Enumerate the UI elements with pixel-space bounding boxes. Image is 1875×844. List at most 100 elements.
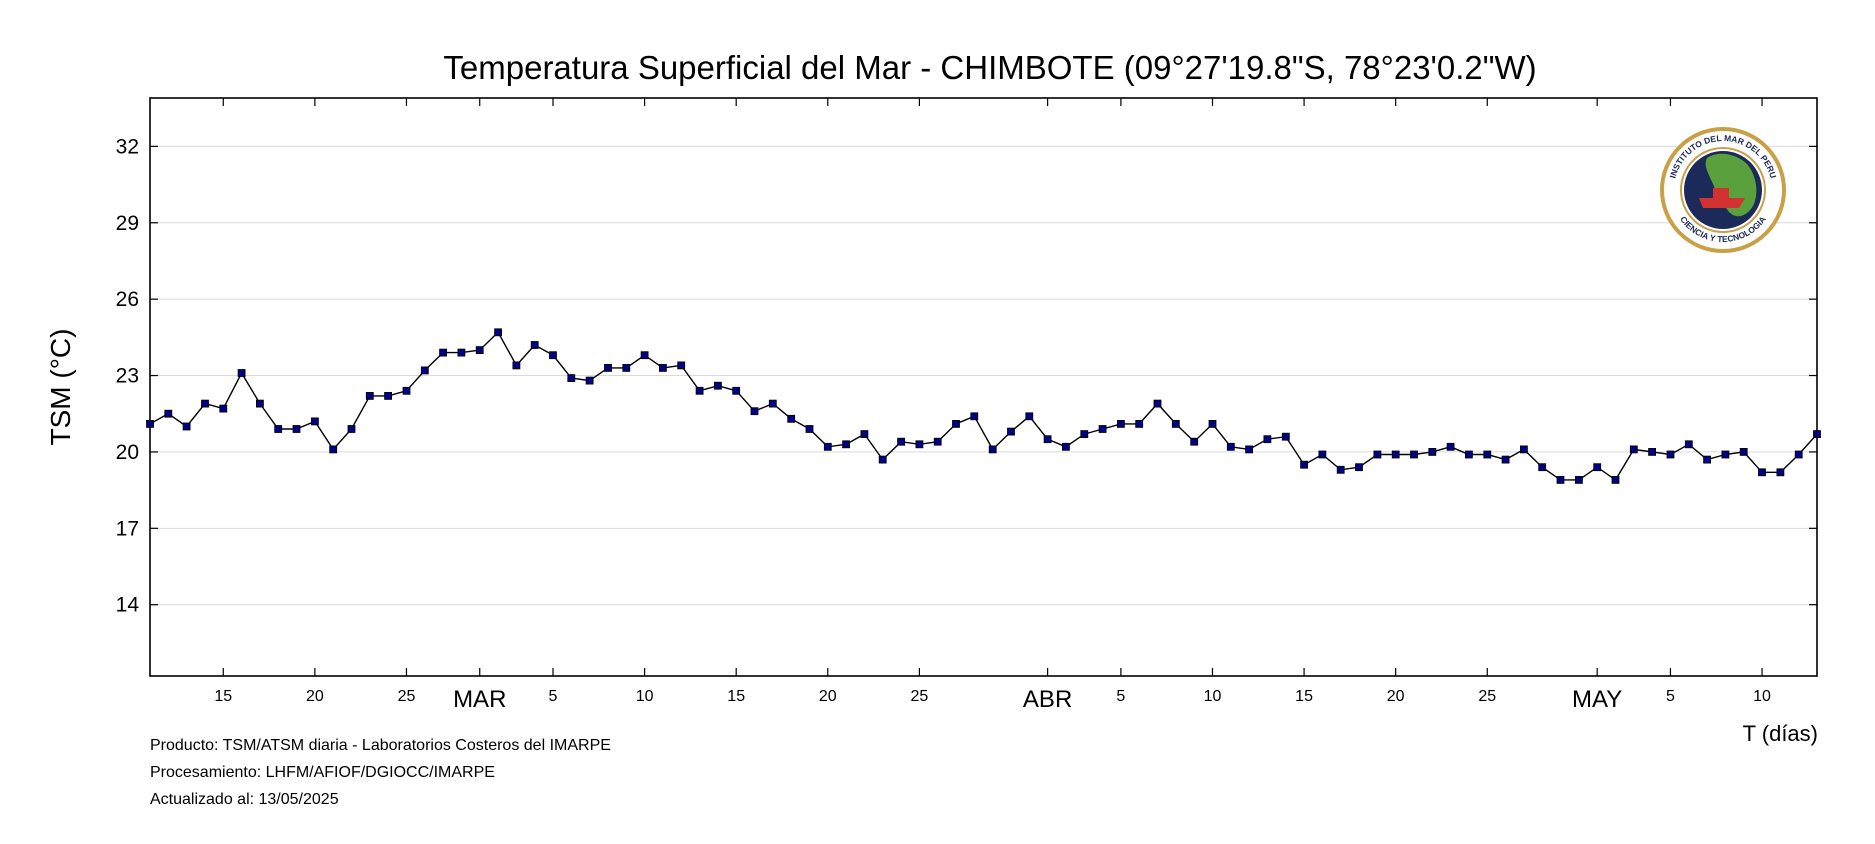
data-point [1263,435,1272,444]
data-point [219,404,228,413]
data-point [1098,425,1107,433]
data-point [1446,442,1455,451]
data-point [1684,440,1693,449]
data-point [988,445,997,454]
data-point [1281,432,1290,441]
data-point [1611,475,1620,484]
data-point [732,386,741,395]
data-point [714,381,722,390]
data-point [1794,450,1803,459]
data-point [970,412,979,421]
x-axis-title: T (días) [1743,721,1818,746]
data-point [439,348,448,357]
plot-frame [149,97,1818,677]
data-point [1208,419,1217,428]
data-point [1318,450,1327,459]
x-tick-label: 20 [819,688,837,705]
data-point [1117,419,1125,428]
data-point [659,363,667,372]
data-point [310,417,319,426]
data-point [420,366,429,375]
data-point [1062,442,1070,451]
data-point [860,430,869,439]
data-point [530,341,539,349]
y-tick-label: 26 [116,288,139,311]
data-point [384,391,393,400]
data-point [457,348,466,357]
x-tick-label: 25 [910,688,928,705]
data-point [292,425,301,433]
x-axis: 15 20 25 MAR 5 10 15 20 25 ABR 5 10 15 20 25 MAY 5 10 [214,98,1771,713]
data-point [952,419,960,428]
data-point [237,369,246,377]
logo-ship [1699,188,1745,208]
footer-processing: Procesamiento: LHFM/AFIOF/DGIOCC/IMARPE [150,764,495,781]
imarpe-logo: INSTITUTO DEL MAR DEL PERU CIENCIA Y TEC… [1660,127,1786,253]
data-point [1171,419,1180,428]
series-polyline [149,331,1818,481]
data-point [347,425,356,433]
data-point [1666,450,1675,459]
data-point [1776,468,1785,477]
y-axis: 14 17 20 23 26 29 32 [116,135,1817,617]
data-point [1226,442,1235,451]
data-point [585,376,594,385]
data-point [1520,445,1528,454]
x-tick-label: 5 [1666,688,1675,705]
data-point [897,437,905,446]
data-point [1391,450,1400,459]
x-tick-label: 20 [306,688,324,705]
data-point [1629,445,1638,454]
data-point [494,328,503,337]
data-point [567,374,576,383]
x-tick-label: 15 [214,688,232,705]
data-point [695,386,704,395]
data-point [1465,450,1473,459]
data-point [604,363,612,372]
data-point [201,399,209,408]
data-point [182,422,191,431]
data-point [1025,412,1034,421]
footer-product: Producto: TSM/ATSM diaria - Laboratorios… [150,737,611,754]
data-point [512,361,521,370]
data-point [1538,463,1547,472]
data-point [402,386,411,395]
y-tick-label: 20 [116,441,139,464]
y-tick-label: 32 [116,135,139,158]
data-point [274,425,283,433]
data-point [164,409,173,418]
data-point [622,363,631,372]
x-tick-label: 10 [1753,688,1771,705]
y-tick-label: 17 [116,517,139,540]
y-tick-label: 23 [116,365,139,388]
x-tick-label: 5 [1116,688,1125,705]
data-point [1300,460,1308,469]
data-point [1410,450,1418,459]
x-tick-label: 5 [549,688,558,705]
data-point [823,442,832,451]
data-point [1080,430,1089,439]
x-month-label: ABR [1023,686,1072,713]
x-tick-label: 25 [1478,688,1496,705]
x-tick-label: 25 [398,688,416,705]
data-point [1813,430,1821,439]
data-point [1593,463,1602,472]
data-point [878,455,887,464]
data-point [677,361,686,370]
data-point [1648,447,1656,456]
data-point [1043,435,1052,444]
data-point [1739,447,1748,456]
x-tick-label: 15 [727,688,745,705]
data-point [1355,463,1363,472]
data-point [842,440,850,449]
data-point [1190,437,1199,446]
data-point [787,414,796,423]
data-point [915,440,924,449]
data-point [805,425,814,433]
data-point [640,351,649,360]
data-point [1428,447,1437,456]
grid-lines [150,145,1817,606]
data-point [1758,468,1766,477]
series-line [146,328,1821,484]
